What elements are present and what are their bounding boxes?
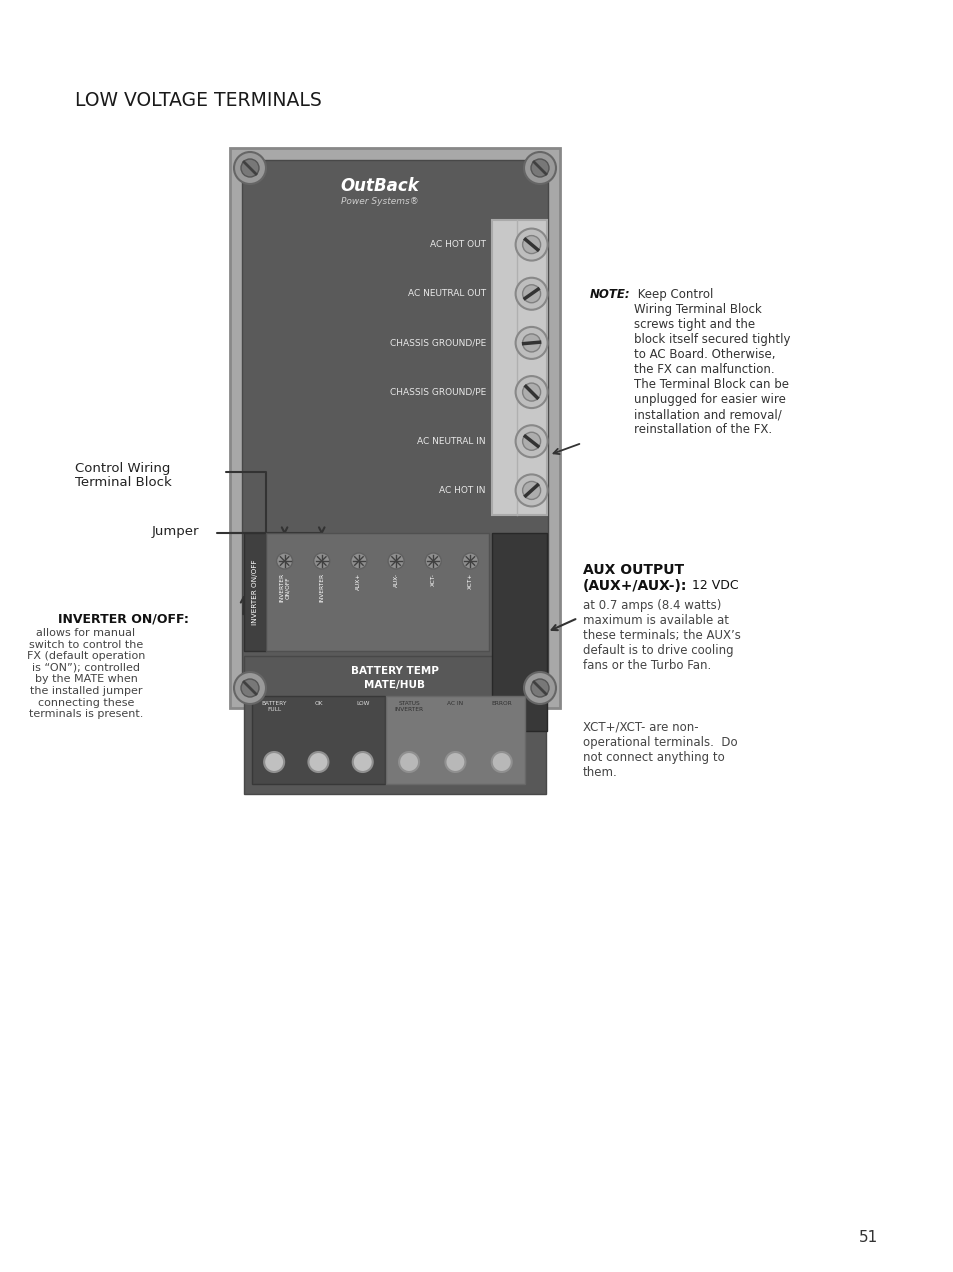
Circle shape [314,553,330,569]
Text: AUX+: AUX+ [356,572,361,590]
Text: at 0.7 amps (8.4 watts)
maximum is available at
these terminals; the AUX’s
defau: at 0.7 amps (8.4 watts) maximum is avail… [582,599,740,672]
Text: XCT+/XCT- are non-
operational terminals.  Do
not connect anything to
them.: XCT+/XCT- are non- operational terminals… [582,721,737,778]
Circle shape [522,383,540,401]
Text: XCT+: XCT+ [467,572,473,589]
Circle shape [531,159,548,177]
Text: AC HOT IN: AC HOT IN [439,486,485,495]
FancyBboxPatch shape [252,696,384,784]
Circle shape [425,553,441,569]
FancyBboxPatch shape [492,220,546,515]
Circle shape [515,425,547,457]
Text: INVERTER ON/OFF:: INVERTER ON/OFF: [58,612,189,625]
Circle shape [523,151,556,184]
Text: Power Systems®: Power Systems® [341,197,418,206]
FancyBboxPatch shape [266,533,489,651]
Text: OutBack: OutBack [340,177,419,195]
Circle shape [522,481,540,500]
Circle shape [241,679,258,697]
Circle shape [491,752,511,772]
Circle shape [388,553,404,569]
Text: Jumper: Jumper [152,525,199,538]
FancyBboxPatch shape [244,656,545,794]
Text: LOW VOLTAGE TERMINALS: LOW VOLTAGE TERMINALS [75,90,321,109]
Text: AC NEUTRAL IN: AC NEUTRAL IN [416,436,485,445]
Text: AC HOT OUT: AC HOT OUT [430,240,485,249]
FancyBboxPatch shape [386,696,524,784]
Text: BATTERY TEMP: BATTERY TEMP [351,667,438,675]
Circle shape [233,672,266,703]
Circle shape [515,377,547,408]
Circle shape [445,752,465,772]
FancyBboxPatch shape [230,148,559,709]
Circle shape [233,151,266,184]
Circle shape [462,553,477,569]
Circle shape [523,672,556,703]
Circle shape [515,229,547,261]
Text: INVERTER: INVERTER [319,572,324,602]
Text: allows for manual
switch to control the
FX (default operation
is “ON”); controll: allows for manual switch to control the … [27,628,145,719]
Circle shape [531,679,548,697]
Text: NOTE:: NOTE: [589,287,630,301]
Circle shape [515,277,547,310]
Text: AC NEUTRAL OUT: AC NEUTRAL OUT [408,289,485,298]
Text: OK: OK [314,701,322,706]
Text: AC IN: AC IN [447,701,463,706]
Text: CHASSIS GROUND/PE: CHASSIS GROUND/PE [390,388,485,397]
Text: 51: 51 [858,1230,877,1245]
Circle shape [522,335,540,352]
Circle shape [241,159,258,177]
Circle shape [351,553,367,569]
Circle shape [522,235,540,253]
Text: INVERTER ON/OFF: INVERTER ON/OFF [252,560,257,625]
Text: Terminal Block: Terminal Block [75,476,172,488]
Circle shape [308,752,328,772]
Text: 12 VDC: 12 VDC [687,579,738,591]
Text: STATUS
INVERTER: STATUS INVERTER [395,701,423,712]
Circle shape [515,327,547,359]
Circle shape [515,474,547,506]
FancyBboxPatch shape [244,533,266,651]
Circle shape [522,432,540,450]
Circle shape [353,752,373,772]
FancyBboxPatch shape [492,533,546,731]
Circle shape [264,752,284,772]
Text: Control Wiring: Control Wiring [75,462,171,474]
Text: CHASSIS GROUND/PE: CHASSIS GROUND/PE [390,338,485,347]
Circle shape [398,752,418,772]
FancyBboxPatch shape [242,160,547,696]
Text: XCT-: XCT- [431,572,436,586]
Text: Keep Control
Wiring Terminal Block
screws tight and the
block itself secured tig: Keep Control Wiring Terminal Block screw… [634,287,790,436]
Text: AUX-: AUX- [394,572,398,588]
Text: ERROR: ERROR [491,701,512,706]
Circle shape [522,285,540,303]
Text: (AUX+/AUX-):: (AUX+/AUX-): [582,579,687,593]
Text: MATE/HUB: MATE/HUB [364,681,425,689]
Text: AUX OUTPUT: AUX OUTPUT [582,563,683,577]
Text: INVERTER
ON/OFF: INVERTER ON/OFF [279,572,290,602]
Text: LOW: LOW [355,701,369,706]
Text: BATTERY
FULL: BATTERY FULL [261,701,287,712]
Circle shape [276,553,293,569]
